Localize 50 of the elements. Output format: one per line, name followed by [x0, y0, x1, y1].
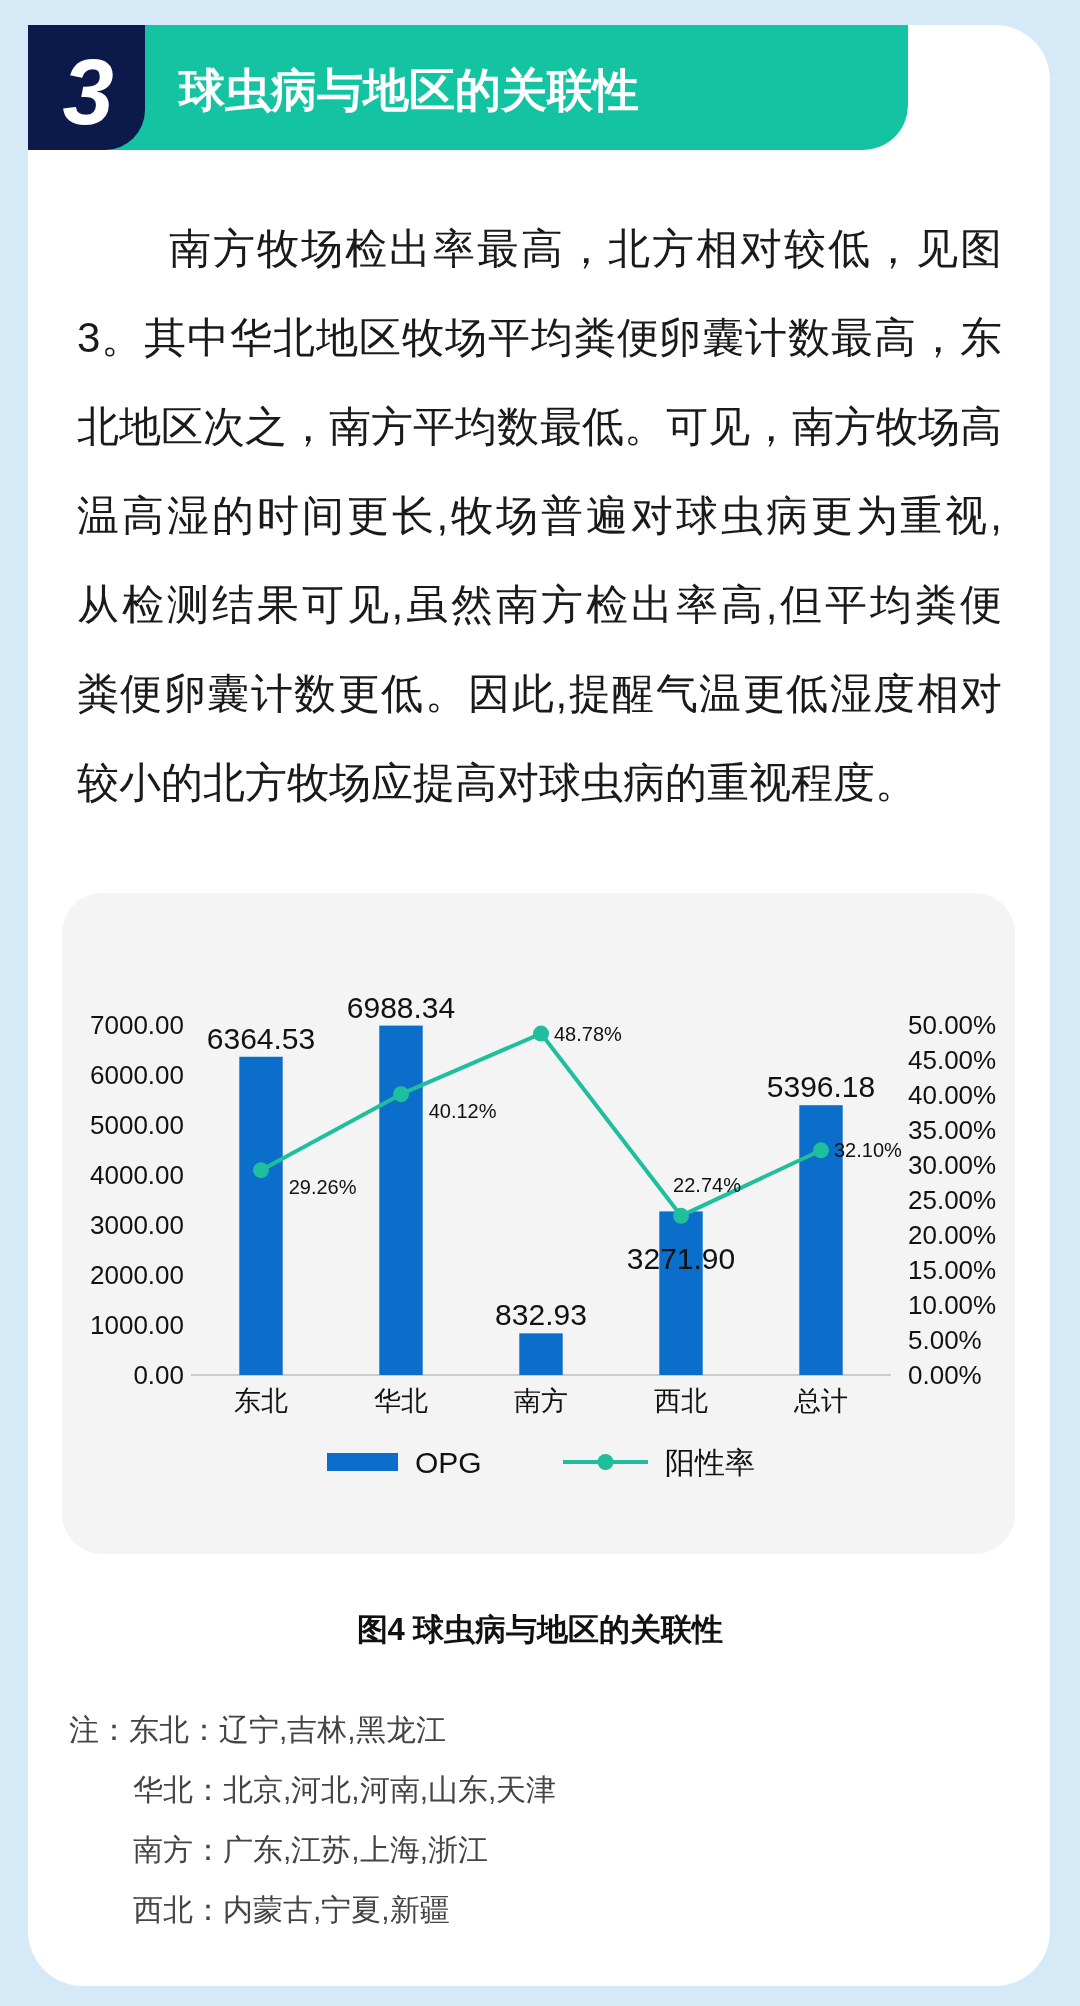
text: 南方牧场检出率最高，北方相对较低，见图3。其中华北地区牧场平均粪便卵囊计数最高，东北地区次之，南方平均数最低。可见，南方牧场高温高湿的时间更长,牧场普遍对球虫病更为重视,从检测结果可见,虽然南方检出率高,但平均粪便粪便卵囊计数更低。因此,提醒气温更低湿度相对较小的北方牧场应提高对球虫病的重视程度。 [77, 225, 1002, 806]
y-tick-label: 3000.00 [90, 1210, 184, 1240]
y2-tick-label: 15.00% [908, 1255, 997, 1285]
y2-tick-label: 0.00% [908, 1360, 982, 1390]
y2-tick-label: 40.00% [908, 1080, 997, 1110]
y2-tick-label: 35.00% [908, 1115, 997, 1145]
y2-tick-label: 20.00% [908, 1220, 997, 1250]
data-label: 22.74% [673, 1173, 742, 1196]
y-tick-label: 7000.00 [90, 1010, 184, 1040]
data-label: 5396.18 [766, 1070, 876, 1104]
x-tick-label: 东北 [234, 1386, 288, 1416]
point [673, 1207, 689, 1224]
x-tick-label: 南方 [514, 1386, 568, 1416]
point [813, 1142, 829, 1159]
y-tick-label: 0.00 [133, 1360, 184, 1390]
y2-tick-label: 45.00% [908, 1045, 997, 1075]
y-tick-label: 4000.00 [90, 1160, 184, 1190]
y2-tick-label: 50.00% [908, 1010, 997, 1040]
text: 3 [62, 41, 114, 143]
legend-label: 阳性率 [665, 1445, 755, 1479]
point [393, 1086, 409, 1103]
y-tick-label: 6000.00 [90, 1060, 184, 1090]
bar [519, 1333, 563, 1375]
text: 西北：内蒙古,宁夏,新疆 [133, 1893, 450, 1926]
bar [239, 1056, 283, 1375]
x-tick-label: 华北 [374, 1386, 428, 1416]
y2-tick-label: 30.00% [908, 1150, 997, 1180]
text: 南方：广东,江苏,上海,浙江 [133, 1833, 489, 1866]
y2-tick-label: 10.00% [908, 1290, 997, 1320]
legend-label: OPG [415, 1445, 482, 1479]
y2-tick-label: 5.00% [908, 1325, 982, 1355]
caption: 图4 球虫病与地区的关联性 [356, 1612, 724, 1647]
x-tick-label: 西北 [654, 1386, 708, 1416]
y-tick-label: 1000.00 [90, 1310, 184, 1340]
chart-title: 球虫病与地区的关联性 [177, 64, 639, 116]
data-label: 832.93 [495, 1298, 587, 1332]
text: 华北：北京,河北,河南,山东,天津 [133, 1773, 557, 1806]
point [533, 1025, 549, 1042]
y2-tick-label: 25.00% [908, 1185, 997, 1215]
data-label: 29.26% [288, 1176, 357, 1199]
data-label: 40.12% [428, 1100, 497, 1123]
point [253, 1162, 269, 1179]
data-label: 48.78% [554, 1022, 623, 1045]
bar [379, 1025, 423, 1375]
y-tick-label: 2000.00 [90, 1260, 184, 1290]
data-label: 6988.34 [346, 990, 456, 1024]
x-tick-label: 总计 [793, 1386, 848, 1416]
data-label: 6364.53 [206, 1021, 316, 1055]
text: 注：东北：辽宁,吉林,黑龙江 [69, 1713, 446, 1746]
y-tick-label: 5000.00 [90, 1110, 184, 1140]
